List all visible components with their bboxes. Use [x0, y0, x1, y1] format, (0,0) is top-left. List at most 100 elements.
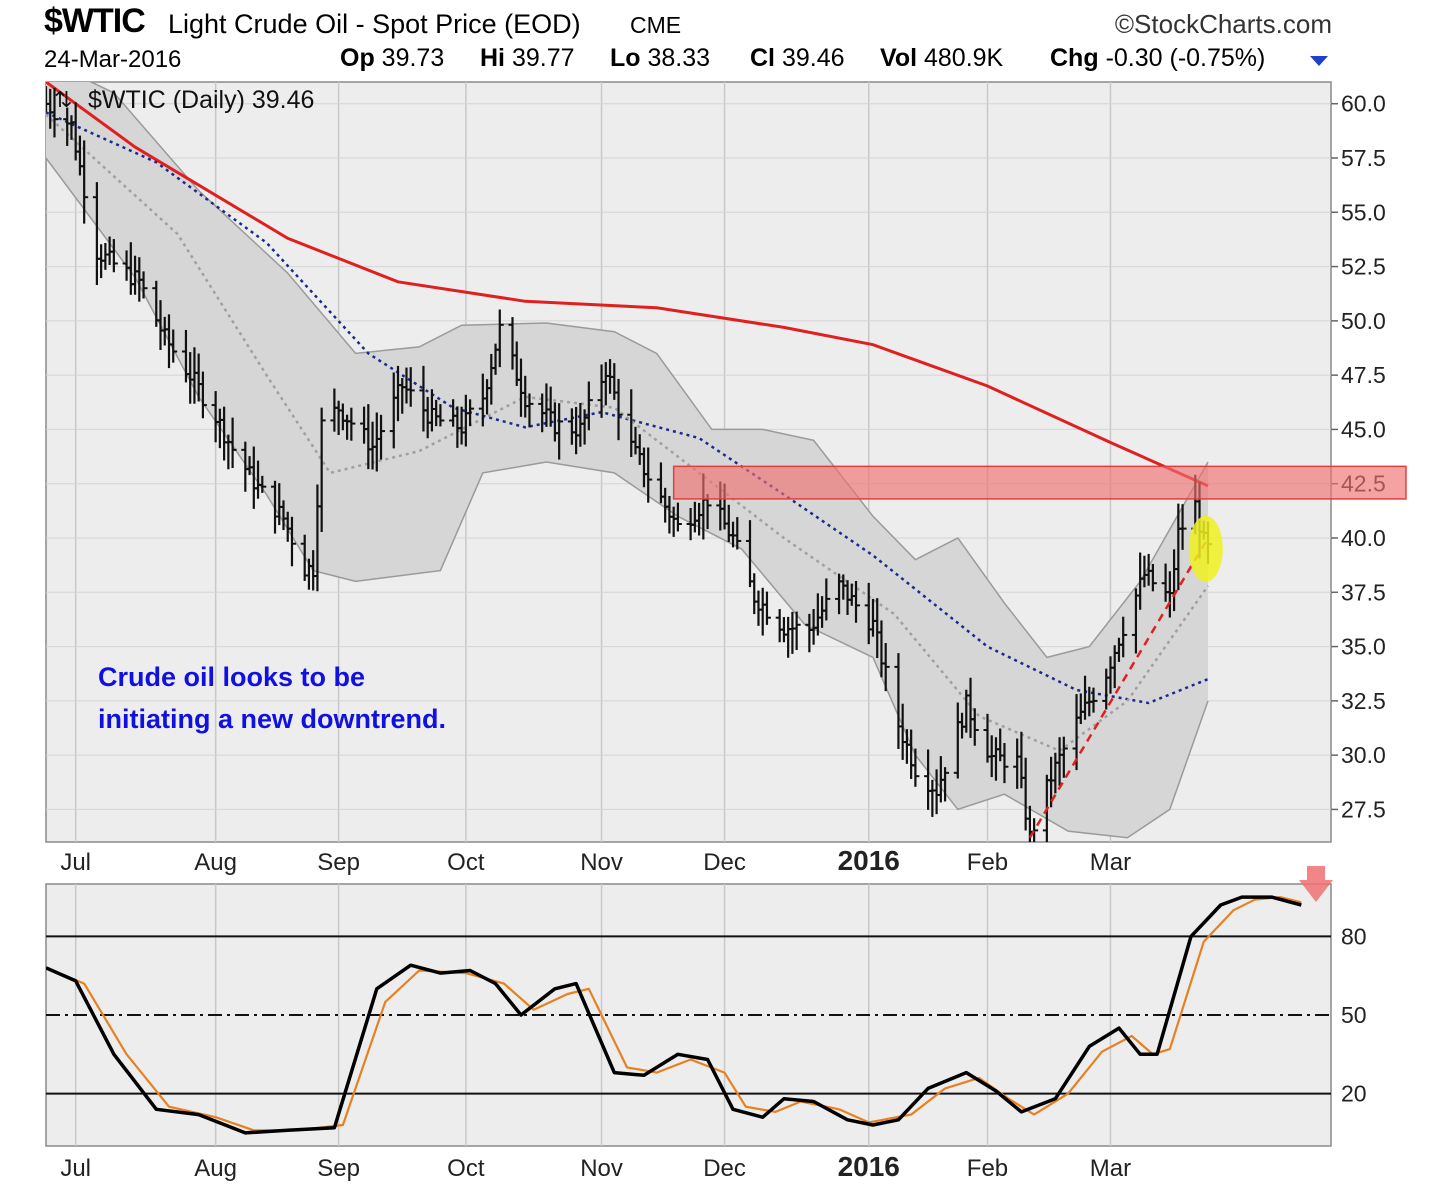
price-ytick-label-6: 45.0: [1341, 416, 1386, 442]
quote-open-value: 39.73: [381, 44, 445, 72]
price-bar: [525, 393, 534, 428]
price-bar: [822, 578, 831, 621]
quote-high: Hi 39.77: [480, 44, 575, 73]
osc-ytick-label-2: 20: [1341, 1081, 1367, 1107]
quote-low-value: 38.33: [647, 44, 711, 72]
price-bar: [1000, 743, 1009, 784]
price-ytick-label-10: 35.0: [1341, 634, 1386, 660]
osc-line-k: [46, 895, 1302, 1135]
exchange: CME: [630, 12, 682, 38]
price-bar: [228, 417, 237, 469]
symbol: $WTIC: [44, 2, 146, 40]
resistance-zone: [672, 465, 1407, 500]
quote-open-label: Op: [340, 44, 375, 72]
bollinger-upper: [89, 82, 1209, 659]
price-ytick-label-1: 57.5: [1341, 145, 1386, 171]
osc-xlabel-1: Aug: [194, 1155, 237, 1182]
price-bar: [614, 378, 623, 441]
price-ytick-label-3: 52.5: [1341, 254, 1386, 280]
osc-plot-area: [46, 895, 1302, 1135]
price-bar: [50, 87, 59, 138]
price-bar: [495, 309, 504, 368]
uptrend-line: [1028, 537, 1210, 839]
price-bar: [733, 517, 742, 550]
price-bar: [644, 447, 653, 503]
annotation-line-1: initiating a new downtrend.: [98, 704, 446, 734]
price-bar: [1089, 687, 1098, 713]
price-ytick-label-13: 27.5: [1341, 796, 1386, 822]
price-bar: [436, 404, 445, 427]
price-xlabel-6: 2016: [838, 845, 900, 876]
price-bar: [169, 329, 178, 363]
price-ytick-label-2: 55.0: [1341, 199, 1386, 225]
ma-line-0: [46, 82, 1209, 488]
highlight-circle: [1188, 515, 1223, 582]
price-bar: [80, 140, 89, 224]
price-xlabel-2: Sep: [317, 849, 360, 876]
quote-change-value: -0.30 (-0.75%): [1105, 44, 1266, 72]
price-ytick-label-8: 40.0: [1341, 525, 1386, 551]
quote-high-value: 39.77: [511, 44, 575, 72]
price-bar: [673, 502, 682, 532]
down-icon[interactable]: [1310, 56, 1328, 66]
osc-xlabel-7: Feb: [967, 1155, 1008, 1182]
price-bar: [1178, 504, 1187, 550]
price-xlabel-1: Aug: [194, 849, 237, 876]
price-xlabel-7: Feb: [967, 849, 1008, 876]
osc-xlabel-0: Jul: [60, 1155, 91, 1182]
price-bar: [970, 708, 979, 746]
quote-volume-value: 480.9K: [924, 44, 1004, 72]
ma-line-1: [46, 111, 1209, 705]
price-ytick-label-11: 32.5: [1341, 688, 1386, 714]
price-bar: [258, 475, 267, 493]
chart-title: Light Crude Oil - Spot Price (EOD): [168, 9, 581, 39]
down-arrow-icon: [1299, 866, 1333, 902]
price-xlabel-4: Nov: [580, 849, 623, 876]
quote-close: Cl 39.46: [750, 44, 845, 73]
osc-ytick-label-1: 50: [1341, 1002, 1367, 1028]
osc-xlabel-4: Nov: [580, 1155, 623, 1182]
quote-volume-label: Vol: [880, 44, 918, 72]
price-ytick-label-0: 60.0: [1341, 91, 1386, 117]
price-bar: [347, 407, 356, 441]
price-bar: [198, 371, 207, 419]
price-ytick-label-5: 47.5: [1341, 362, 1386, 388]
quote-low-label: Lo: [610, 44, 641, 72]
price-bar: [1119, 616, 1128, 658]
quote-change: Chg -0.30 (-0.75%): [1050, 44, 1265, 73]
annotation-line-0: Crude oil looks to be: [98, 662, 365, 692]
osc-xlabel-6: 2016: [838, 1151, 900, 1182]
osc-xlabel-2: Sep: [317, 1155, 360, 1182]
price-bar: [1059, 736, 1068, 778]
price-bar: [941, 767, 950, 802]
price-legend: $WTIC (Daily) 39.46: [88, 86, 314, 114]
quote-close-value: 39.46: [781, 44, 845, 72]
osc-xlabel-5: Dec: [703, 1155, 746, 1182]
quote-change-label: Chg: [1050, 44, 1099, 72]
price-bar: [881, 643, 890, 692]
quote-close-label: Cl: [750, 44, 775, 72]
quote-date: 24-Mar-2016: [44, 46, 182, 73]
price-bar: [406, 367, 415, 407]
price-bar: [109, 239, 118, 273]
price-bar: [466, 399, 475, 427]
price-bar: [911, 748, 920, 787]
price-bar: [852, 580, 861, 623]
price-xlabel-3: Oct: [447, 849, 485, 876]
price-bar: [1148, 564, 1157, 592]
up-down-arrows-icon: ⇅: [54, 87, 72, 112]
quote-volume: Vol 480.9K: [880, 44, 1003, 73]
quote-low: Lo 38.33: [610, 44, 710, 73]
price-ytick-label-9: 37.5: [1341, 579, 1386, 605]
price-bar: [762, 591, 771, 625]
price-bar: [377, 414, 386, 460]
price-bar: [555, 403, 564, 460]
price-bar: [317, 407, 326, 532]
price-bar: [139, 271, 148, 299]
price-ytick-label-4: 50.0: [1341, 308, 1386, 334]
osc-ytick-label-0: 80: [1341, 923, 1367, 949]
quote-open: Op 39.73: [340, 44, 444, 73]
osc-xlabel-8: Mar: [1090, 1155, 1131, 1182]
bollinger-band: [46, 82, 1208, 838]
